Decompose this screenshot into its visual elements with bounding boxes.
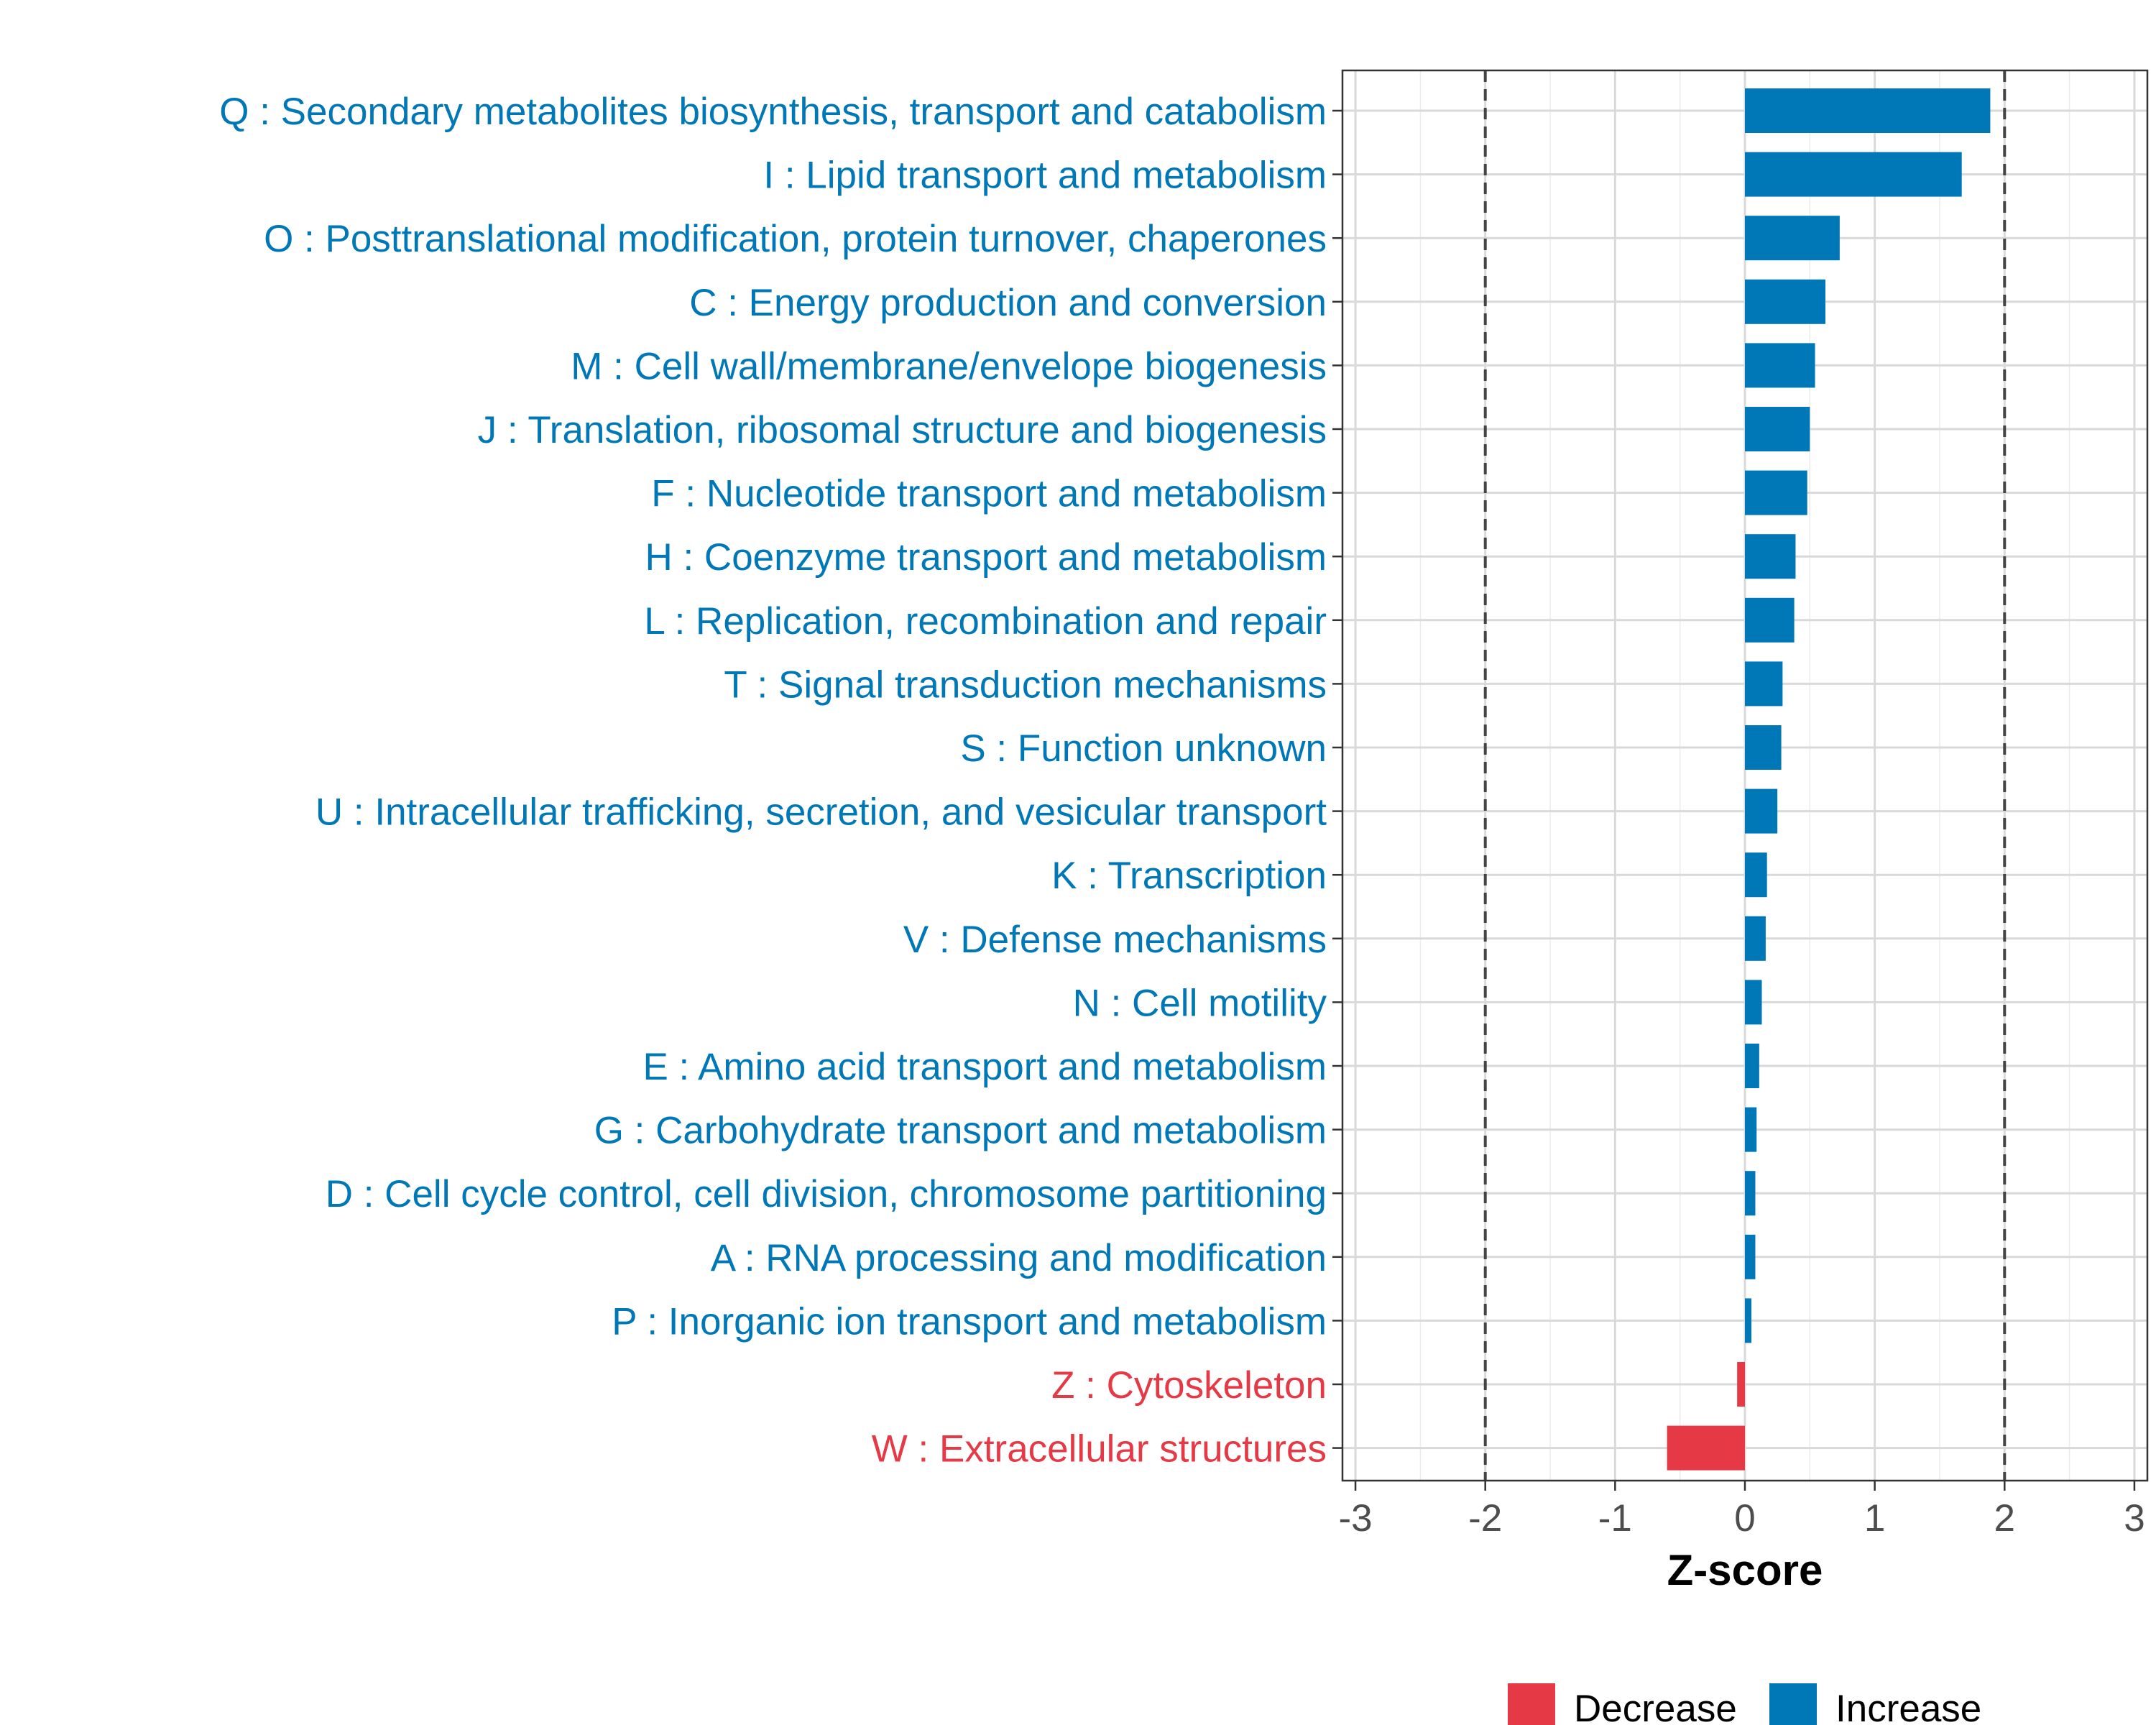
category-label: F : Nucleotide transport and metabolism	[651, 473, 1327, 515]
x-tick-label: -1	[1598, 1497, 1632, 1540]
bar-g	[1745, 1107, 1757, 1152]
bar-w	[1667, 1425, 1745, 1471]
reference-lines	[1483, 70, 2007, 1481]
category-label: N : Cell motility	[1073, 982, 1327, 1024]
x-tick-label: 0	[1734, 1497, 1755, 1540]
bar-h	[1745, 534, 1796, 579]
category-label: P : Inorganic ion transport and metaboli…	[612, 1300, 1327, 1343]
bar-u	[1745, 788, 1778, 834]
category-label: C : Energy production and conversion	[689, 282, 1327, 324]
bar-j	[1745, 407, 1810, 451]
y-axis-ticks: Q : Secondary metabolites biosynthesis, …	[219, 91, 1342, 1471]
category-label: H : Coenzyme transport and metabolism	[645, 536, 1327, 579]
bar-c	[1745, 279, 1825, 324]
bar-z	[1737, 1362, 1745, 1407]
legend-label-decrease: Decrease	[1574, 1688, 1737, 1725]
bar-i	[1745, 152, 1962, 197]
x-tick-label: 3	[2124, 1497, 2145, 1540]
bar-m	[1745, 343, 1815, 388]
legend-swatch-increase	[1769, 1683, 1817, 1725]
bar-o	[1745, 216, 1840, 261]
category-label: G : Carbohydrate transport and metabolis…	[594, 1110, 1327, 1152]
bar-e	[1745, 1044, 1759, 1088]
category-label: J : Translation, ribosomal structure and…	[478, 409, 1327, 451]
category-label: A : RNA processing and modification	[711, 1237, 1327, 1279]
category-label: K : Transcription	[1051, 855, 1327, 897]
bar-p	[1745, 1298, 1752, 1343]
bar-q	[1745, 88, 1991, 133]
legend-swatch-decrease	[1508, 1683, 1555, 1725]
category-label: W : Extracellular structures	[872, 1428, 1327, 1471]
bar-f	[1745, 470, 1807, 515]
bar-d	[1745, 1171, 1756, 1216]
x-axis-title: Z-score	[1667, 1546, 1823, 1594]
bar-s	[1745, 725, 1782, 770]
bar-k	[1745, 852, 1767, 898]
category-label: Z : Cytoskeleton	[1051, 1364, 1327, 1407]
category-label: E : Amino acid transport and metabolism	[642, 1046, 1327, 1088]
category-label: L : Replication, recombination and repai…	[644, 600, 1327, 643]
x-tick-label: -3	[1338, 1497, 1372, 1540]
category-label: Q : Secondary metabolites biosynthesis, …	[219, 91, 1327, 133]
category-label: U : Intracellular trafficking, secretion…	[315, 791, 1327, 834]
bar-n	[1745, 980, 1762, 1025]
category-label: I : Lipid transport and metabolism	[763, 155, 1327, 197]
category-label: T : Signal transduction mechanisms	[724, 663, 1327, 706]
x-tick-label: 2	[1994, 1497, 2015, 1540]
legend: Decrease Increase	[1508, 1683, 1981, 1725]
x-tick-label: 1	[1864, 1497, 1885, 1540]
category-label: D : Cell cycle control, cell division, c…	[326, 1173, 1327, 1215]
category-label: S : Function unknown	[960, 727, 1327, 770]
category-label: V : Defense mechanisms	[903, 919, 1327, 961]
category-label: O : Posttranslational modification, prot…	[264, 218, 1327, 260]
x-tick-label: -2	[1468, 1497, 1502, 1540]
bar-t	[1745, 661, 1783, 707]
bar-a	[1745, 1234, 1756, 1279]
bar-l	[1745, 597, 1795, 643]
legend-label-increase: Increase	[1835, 1688, 1981, 1725]
bar-v	[1745, 916, 1766, 961]
category-label: M : Cell wall/membrane/envelope biogenes…	[571, 345, 1327, 387]
bars	[1667, 88, 1991, 1471]
x-axis-ticks: -3 -2 -1 0 1 2 3	[1338, 1481, 2145, 1540]
